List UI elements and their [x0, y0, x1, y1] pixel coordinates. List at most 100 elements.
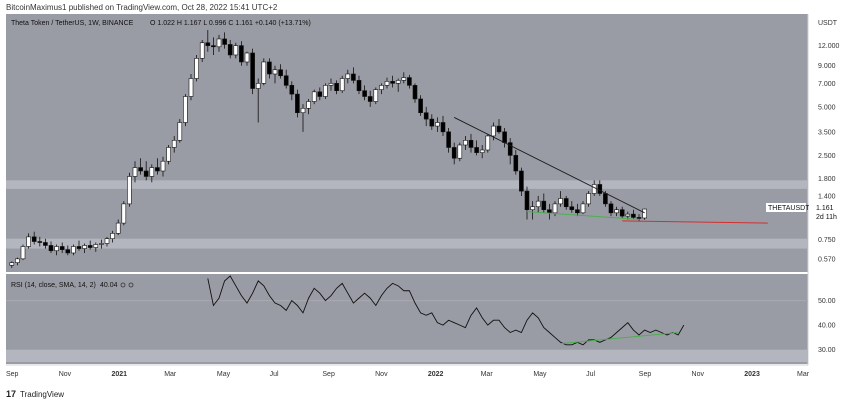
candle-body	[384, 81, 390, 86]
candle-body	[283, 75, 289, 86]
candle-body	[267, 61, 272, 75]
candle-body	[614, 209, 619, 214]
candle-body	[311, 91, 317, 102]
candle-body	[323, 85, 328, 97]
candle-body	[244, 52, 250, 63]
candle-body	[451, 147, 457, 159]
price-tick-1: 9.000	[818, 63, 836, 70]
candle-body	[65, 249, 71, 254]
candle-body	[26, 236, 31, 247]
candle-body	[121, 203, 127, 224]
x-label-7: Nov	[375, 371, 388, 378]
candle-body	[608, 203, 614, 214]
published-header: BitcoinMaximus1 published on TradingView…	[6, 3, 278, 12]
candle-body	[530, 206, 535, 211]
candle-body	[278, 69, 283, 77]
green-support-line[interactable]	[526, 211, 640, 220]
support-zone-0	[6, 180, 808, 189]
descending-trendline[interactable]	[453, 117, 645, 214]
candle-body	[345, 73, 351, 79]
candle-body	[227, 44, 233, 56]
candle-body	[636, 217, 642, 219]
ticker-tag-box	[766, 203, 806, 212]
candle-body	[82, 245, 87, 249]
candle-body	[619, 209, 625, 217]
candle-body	[99, 243, 104, 245]
candle-body	[395, 80, 401, 84]
candle-body	[261, 61, 267, 84]
candle-body	[418, 98, 423, 114]
candle-body	[295, 93, 300, 114]
trend-lines	[453, 117, 768, 224]
candle-body	[457, 144, 463, 159]
x-label-9: Mar	[481, 371, 494, 378]
x-label-15: Mar	[797, 371, 810, 378]
rsi-legend-settings-icon[interactable]	[128, 282, 134, 288]
candle-body	[104, 238, 110, 244]
candle-body	[48, 245, 54, 252]
candles	[9, 30, 647, 268]
price-tick-6: 1.800	[818, 176, 836, 183]
price-tick-4: 3.500	[818, 129, 836, 136]
price-panel[interactable]	[6, 14, 808, 272]
rsi-series	[207, 275, 685, 346]
price-tick-7: 1.400	[818, 193, 836, 200]
candle-body	[642, 208, 647, 219]
candle-body	[31, 236, 37, 242]
x-axis-labels: Sep Nov 2021 Mar May Jul Sep Nov 2022 Mar May Jul Se…	[6, 371, 810, 378]
candle-body	[435, 122, 440, 127]
candle-body	[272, 69, 278, 75]
candle-body	[194, 58, 199, 79]
candle-body	[127, 176, 132, 205]
rsi-bands	[6, 300, 808, 362]
x-label-10: May	[533, 371, 547, 378]
candle-body	[603, 193, 608, 205]
candle-body	[502, 131, 507, 143]
candle-body	[250, 52, 255, 89]
candle-body	[339, 78, 345, 92]
price-tick-3: 5.000	[818, 104, 836, 111]
candle-body	[59, 246, 65, 250]
candle-body	[317, 91, 323, 97]
candle-body	[468, 140, 474, 148]
candle-body	[233, 45, 239, 56]
rsi-tick-2: 30.00	[818, 347, 836, 354]
candle-body	[535, 200, 541, 208]
candle-body	[513, 155, 519, 172]
candle-body	[155, 167, 160, 172]
candle-body	[143, 170, 149, 177]
x-label-5: Jul	[270, 371, 279, 378]
price-tick-8: 0.750	[818, 237, 836, 244]
x-label-1: Nov	[59, 371, 72, 378]
x-label-3: Mar	[164, 371, 177, 378]
candle-body	[71, 246, 76, 254]
candle-body	[177, 122, 183, 141]
candle-body	[496, 125, 502, 133]
candle-body	[87, 245, 93, 248]
rsi-green-support-line[interactable]	[560, 332, 679, 345]
candle-body	[351, 73, 356, 81]
candle-body	[423, 112, 429, 120]
price-legend-ohlc: O 1.022 H 1.167 L 0.996 C 1.161 +0.140 (…	[150, 20, 311, 27]
candle-body	[183, 96, 188, 123]
candle-body	[20, 246, 26, 260]
candle-body	[9, 262, 15, 266]
candle-body	[631, 213, 636, 218]
candle-body	[524, 190, 530, 211]
rsi-legend-eye-icon[interactable]	[120, 282, 126, 288]
x-label-11: Jul	[586, 371, 595, 378]
candle-body	[491, 125, 496, 137]
candle-body	[390, 81, 395, 84]
candle-body	[110, 233, 115, 240]
candle-body	[334, 83, 339, 92]
candle-body	[463, 140, 468, 146]
x-label-6: Sep	[322, 371, 335, 378]
candle-body	[138, 167, 143, 172]
candle-body	[132, 167, 138, 177]
candle-body	[306, 101, 311, 109]
rsi-panel[interactable]	[6, 274, 808, 364]
footer: 17 TradingView	[6, 389, 64, 399]
candle-body	[479, 149, 485, 153]
red-support-line[interactable]	[622, 220, 768, 224]
